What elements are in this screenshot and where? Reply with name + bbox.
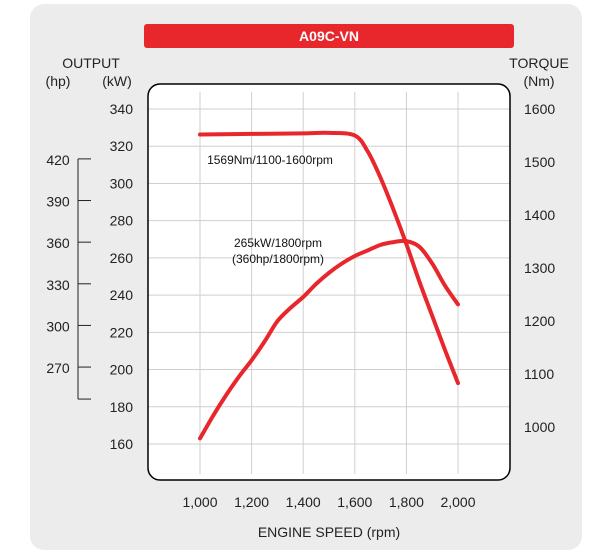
kw-tick-label: 200 — [110, 362, 134, 378]
kw-tick-label: 260 — [110, 250, 134, 266]
chart-card: A09C-VN OUTPUT (hp) (kW) TORQUE (Nm) 270… — [30, 4, 582, 550]
x-axis-label: ENGINE SPEED (rpm) — [258, 524, 400, 540]
right-axis-title: TORQUE — [509, 55, 569, 71]
hp-tick-label: 270 — [46, 360, 70, 376]
nm-tick-label: 1000 — [524, 419, 555, 435]
title-bar — [144, 24, 514, 48]
x-tick-label: 1,400 — [286, 494, 321, 510]
nm-tick-label: 1400 — [524, 207, 555, 223]
nm-tick-label: 1600 — [524, 101, 555, 117]
kw-tick-label: 180 — [110, 399, 134, 415]
output-annotation-hp: (360hp/1800rpm) — [232, 252, 324, 266]
series-layer — [198, 130, 460, 441]
hp-tick-label: 390 — [46, 194, 70, 210]
x-tick-label: 1,200 — [234, 494, 269, 510]
plot-background — [148, 84, 510, 480]
hp-unit-label: (hp) — [46, 73, 71, 89]
torque-annotation: 1569Nm/1100-1600rpm — [207, 153, 333, 167]
nm-tick-label: 1200 — [524, 313, 555, 329]
left-axis-title: OUTPUT — [62, 55, 120, 71]
kw-tick-label: 160 — [110, 436, 134, 452]
output-curve — [198, 238, 460, 441]
torque-curve — [198, 130, 460, 386]
nm-tick-label: 1500 — [524, 154, 555, 170]
kw-tick-label: 220 — [110, 324, 134, 340]
hp-tick-label: 300 — [46, 318, 70, 334]
hp-scale: 270 300 330 360 390 420 — [46, 152, 91, 400]
nm-tick-labels: 1000 1100 1200 1300 1400 1500 1600 — [524, 101, 555, 435]
kw-tick-label: 240 — [110, 287, 134, 303]
nm-tick-label: 1100 — [524, 366, 554, 382]
x-tick-label: 1,000 — [182, 494, 217, 510]
hp-tick-label: 360 — [46, 235, 70, 251]
kw-tick-label: 300 — [110, 175, 134, 191]
right-axis-unit: (Nm) — [523, 73, 554, 89]
chart-title: A09C-VN — [299, 28, 359, 44]
x-tick-label: 1,800 — [389, 494, 424, 510]
kw-unit-label: (kW) — [102, 73, 132, 89]
hp-tick-label: 420 — [46, 152, 70, 168]
grid-layer — [148, 84, 510, 480]
hp-tick-label: 330 — [46, 277, 70, 293]
kw-tick-label: 280 — [110, 213, 134, 229]
kw-tick-labels: 160 180 200 220 240 260 280 300 320 340 — [110, 101, 134, 452]
kw-tick-label: 320 — [110, 138, 134, 154]
plot-frame — [147, 83, 511, 481]
x-tick-labels: 1,000 1,200 1,400 1,600 1,800 2,000 — [182, 494, 475, 510]
output-annotation: 265kW/1800rpm — [234, 236, 322, 250]
x-tick-label: 2,000 — [440, 494, 475, 510]
kw-tick-label: 340 — [110, 101, 134, 117]
nm-tick-label: 1300 — [524, 260, 555, 276]
engine-performance-chart: A09C-VN OUTPUT (hp) (kW) TORQUE (Nm) 270… — [46, 24, 569, 540]
x-tick-label: 1,600 — [337, 494, 372, 510]
